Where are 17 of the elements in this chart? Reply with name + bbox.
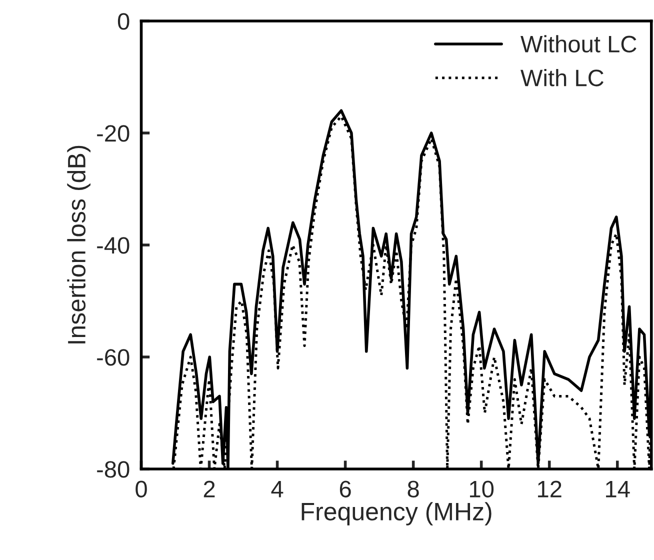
x-tick-label: 2 — [204, 480, 215, 498]
x-axis-title: Frequency (MHz) — [302, 502, 492, 526]
y-tick-label: -40 — [97, 237, 130, 254]
legend-label: With LC — [520, 68, 604, 86]
x-tick-label: 0 — [136, 480, 147, 498]
y-axis-title: Insertion loss (dB) — [67, 146, 90, 344]
x-tick-label: 6 — [340, 480, 351, 498]
x-tick-label: 4 — [271, 480, 284, 498]
y-tick-label: 0 — [118, 13, 130, 30]
x-tick-label: 14 — [606, 480, 630, 498]
x-tick-label: 12 — [538, 480, 562, 498]
y-tick-label: -80 — [97, 461, 130, 478]
x-tick-label: 10 — [470, 480, 494, 498]
y-tick-label: -20 — [97, 125, 130, 142]
y-tick-label: -60 — [97, 349, 130, 366]
legend-label: Without LC — [520, 35, 636, 53]
x-tick-label: 8 — [408, 480, 419, 498]
